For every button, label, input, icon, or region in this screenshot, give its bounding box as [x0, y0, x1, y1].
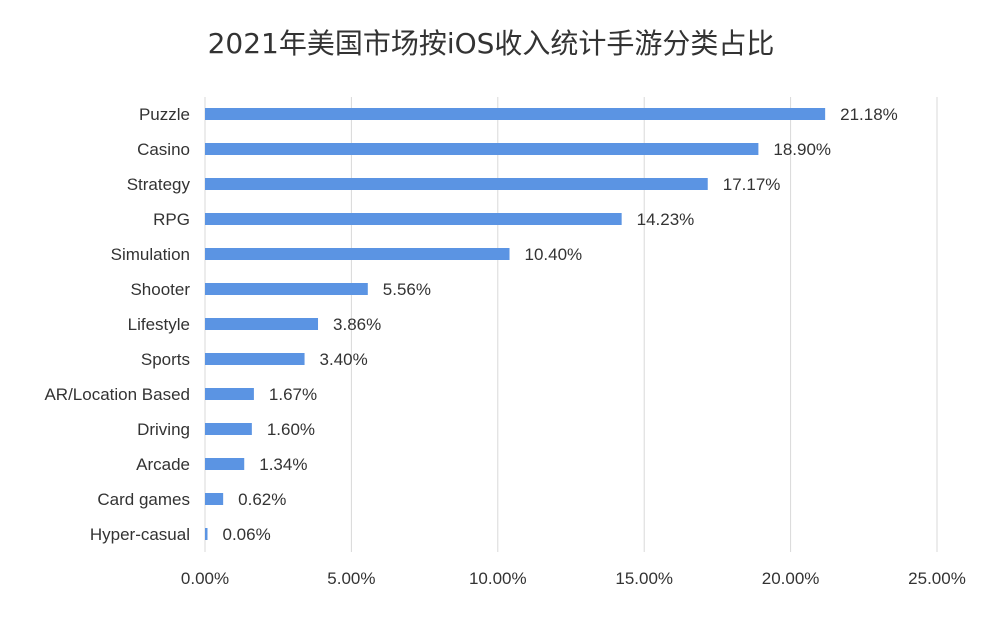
bar	[205, 388, 254, 400]
data-label: 17.17%	[723, 175, 781, 194]
bar	[205, 353, 305, 365]
data-label: 0.62%	[238, 490, 286, 509]
x-tick-label: 5.00%	[327, 569, 375, 588]
data-label: 21.18%	[840, 105, 898, 124]
bar	[205, 493, 224, 505]
x-tick-label: 20.00%	[762, 569, 820, 588]
bar	[205, 108, 826, 120]
x-tick-label: 15.00%	[615, 569, 673, 588]
data-label: 0.06%	[223, 525, 271, 544]
category-label: Shooter	[130, 280, 190, 299]
bar	[205, 528, 208, 540]
category-label: Strategy	[127, 175, 191, 194]
x-tick-label: 25.00%	[908, 569, 966, 588]
category-label: Driving	[137, 420, 190, 439]
category-label: AR/Location Based	[44, 385, 190, 404]
category-label: Sports	[141, 350, 190, 369]
data-label: 14.23%	[637, 210, 695, 229]
category-label: Card games	[97, 490, 190, 509]
bar	[205, 178, 708, 190]
category-label: RPG	[153, 210, 190, 229]
x-tick-label: 0.00%	[181, 569, 229, 588]
data-label: 1.67%	[269, 385, 317, 404]
bar	[205, 283, 368, 295]
category-label: Casino	[137, 140, 190, 159]
bar	[205, 213, 622, 225]
category-label: Hyper-casual	[90, 525, 190, 544]
category-label: Simulation	[111, 245, 190, 264]
chart-title: 2021年美国市场按iOS收入统计手游分类占比	[207, 27, 775, 60]
bar	[205, 143, 759, 155]
data-label: 1.34%	[259, 455, 307, 474]
data-label: 10.40%	[525, 245, 583, 264]
data-label: 3.40%	[320, 350, 368, 369]
category-label: Lifestyle	[128, 315, 190, 334]
data-label: 1.60%	[267, 420, 315, 439]
bar	[205, 458, 245, 470]
x-tick-label: 10.00%	[469, 569, 527, 588]
data-label: 3.86%	[333, 315, 381, 334]
bar	[205, 318, 319, 330]
bar	[205, 423, 252, 435]
data-label: 5.56%	[383, 280, 431, 299]
category-label: Arcade	[136, 455, 190, 474]
data-label: 18.90%	[773, 140, 831, 159]
category-label: Puzzle	[139, 105, 190, 124]
bar	[205, 248, 510, 260]
